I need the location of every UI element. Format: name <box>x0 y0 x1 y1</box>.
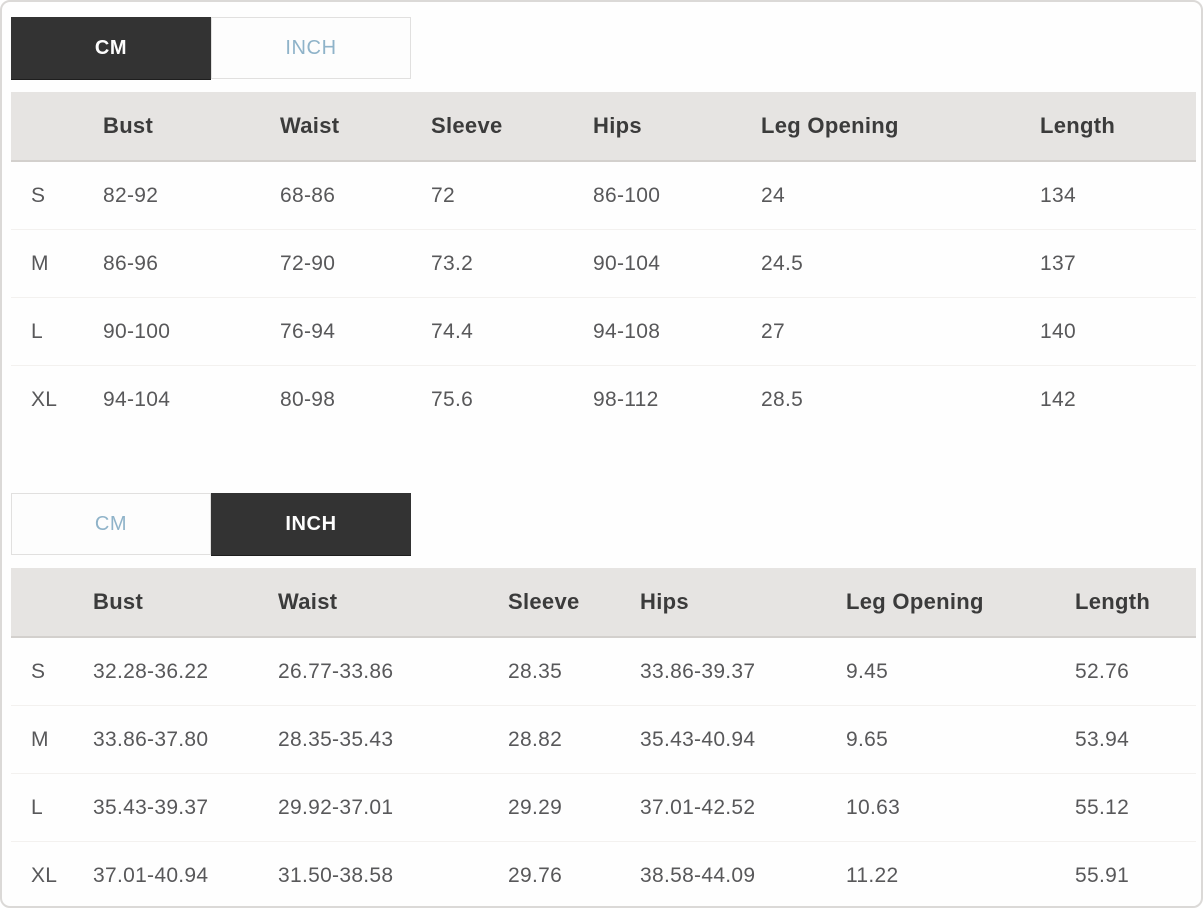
tab-cm[interactable]: CM <box>11 17 211 79</box>
size-label: L <box>11 773 93 842</box>
cell-bust: 35.43-39.37 <box>93 773 278 842</box>
cell-sleeve: 73.2 <box>431 229 593 298</box>
cell-length: 52.76 <box>1075 637 1196 706</box>
cell-sleeve: 75.6 <box>431 365 593 433</box>
table-row: M 33.86-37.80 28.35-35.43 28.82 35.43-40… <box>11 705 1196 774</box>
cell-waist: 76-94 <box>280 297 431 366</box>
cell-bust: 90-100 <box>103 297 280 366</box>
table-row: L 35.43-39.37 29.92-37.01 29.29 37.01-42… <box>11 773 1196 842</box>
column-header-sleeve: Sleeve <box>431 92 593 162</box>
cell-hips: 86-100 <box>593 161 761 230</box>
cell-length: 55.91 <box>1075 841 1196 906</box>
column-header-waist: Waist <box>278 568 508 638</box>
cell-hips: 37.01-42.52 <box>640 773 846 842</box>
column-header-leg-opening: Leg Opening <box>761 92 1040 162</box>
cell-hips: 90-104 <box>593 229 761 298</box>
tab-inch[interactable]: INCH <box>211 493 411 555</box>
cell-leg-opening: 24.5 <box>761 229 1040 298</box>
table-row: S 82-92 68-86 72 86-100 24 134 <box>11 161 1196 230</box>
cell-bust: 82-92 <box>103 161 280 230</box>
size-label: S <box>11 637 93 706</box>
cell-length: 142 <box>1040 365 1196 433</box>
column-header-bust: Bust <box>103 92 280 162</box>
size-label: XL <box>11 365 103 433</box>
column-header-leg-opening: Leg Opening <box>846 568 1075 638</box>
cell-sleeve: 29.29 <box>508 773 640 842</box>
cell-bust: 37.01-40.94 <box>93 841 278 906</box>
cell-length: 134 <box>1040 161 1196 230</box>
cell-length: 137 <box>1040 229 1196 298</box>
column-header-size <box>11 92 103 162</box>
table-row: XL 94-104 80-98 75.6 98-112 28.5 142 <box>11 365 1196 433</box>
cell-hips: 94-108 <box>593 297 761 366</box>
size-table-cm: Bust Waist Sleeve Hips Leg Opening Lengt… <box>11 92 1196 433</box>
size-label: L <box>11 297 103 366</box>
cell-hips: 33.86-39.37 <box>640 637 846 706</box>
cell-hips: 98-112 <box>593 365 761 433</box>
cell-length: 53.94 <box>1075 705 1196 774</box>
tab-cm[interactable]: CM <box>11 493 211 555</box>
cell-leg-opening: 11.22 <box>846 841 1075 906</box>
column-header-length: Length <box>1040 92 1196 162</box>
tab-inch[interactable]: INCH <box>211 17 411 79</box>
cell-leg-opening: 10.63 <box>846 773 1075 842</box>
size-table-inch: Bust Waist Sleeve Hips Leg Opening Lengt… <box>11 568 1196 906</box>
table-row: S 32.28-36.22 26.77-33.86 28.35 33.86-39… <box>11 637 1196 706</box>
cell-hips: 38.58-44.09 <box>640 841 846 906</box>
table-header-row: Bust Waist Sleeve Hips Leg Opening Lengt… <box>11 568 1196 638</box>
table-header-row: Bust Waist Sleeve Hips Leg Opening Lengt… <box>11 92 1196 162</box>
column-header-length: Length <box>1075 568 1196 638</box>
size-label: S <box>11 161 103 230</box>
size-chart-section-inch: CM INCH Bust Waist Sleeve Hips Leg Openi… <box>11 493 1196 906</box>
cell-waist: 68-86 <box>280 161 431 230</box>
cell-waist: 72-90 <box>280 229 431 298</box>
cell-bust: 33.86-37.80 <box>93 705 278 774</box>
size-label: XL <box>11 841 93 906</box>
column-header-size <box>11 568 93 638</box>
cell-leg-opening: 27 <box>761 297 1040 366</box>
column-header-waist: Waist <box>280 92 431 162</box>
cell-waist: 80-98 <box>280 365 431 433</box>
cell-bust: 86-96 <box>103 229 280 298</box>
size-label: M <box>11 705 93 774</box>
column-header-sleeve: Sleeve <box>508 568 640 638</box>
cell-length: 55.12 <box>1075 773 1196 842</box>
cell-leg-opening: 9.45 <box>846 637 1075 706</box>
size-chart-section-cm: CM INCH Bust Waist Sleeve Hips Leg Openi… <box>11 17 1196 433</box>
table-row: XL 37.01-40.94 31.50-38.58 29.76 38.58-4… <box>11 841 1196 906</box>
column-header-bust: Bust <box>93 568 278 638</box>
cell-sleeve: 28.82 <box>508 705 640 774</box>
cell-sleeve: 28.35 <box>508 637 640 706</box>
cell-waist: 31.50-38.58 <box>278 841 508 906</box>
cell-bust: 94-104 <box>103 365 280 433</box>
cell-hips: 35.43-40.94 <box>640 705 846 774</box>
cell-sleeve: 74.4 <box>431 297 593 366</box>
cell-bust: 32.28-36.22 <box>93 637 278 706</box>
table-row: L 90-100 76-94 74.4 94-108 27 140 <box>11 297 1196 366</box>
cell-leg-opening: 9.65 <box>846 705 1075 774</box>
unit-tabs-inch-section: CM INCH <box>11 493 411 555</box>
unit-tabs-cm-section: CM INCH <box>11 17 411 79</box>
cell-leg-opening: 28.5 <box>761 365 1040 433</box>
column-header-hips: Hips <box>640 568 846 638</box>
column-header-hips: Hips <box>593 92 761 162</box>
cell-sleeve: 29.76 <box>508 841 640 906</box>
cell-leg-opening: 24 <box>761 161 1040 230</box>
cell-length: 140 <box>1040 297 1196 366</box>
table-row: M 86-96 72-90 73.2 90-104 24.5 137 <box>11 229 1196 298</box>
cell-waist: 29.92-37.01 <box>278 773 508 842</box>
cell-sleeve: 72 <box>431 161 593 230</box>
size-label: M <box>11 229 103 298</box>
cell-waist: 28.35-35.43 <box>278 705 508 774</box>
cell-waist: 26.77-33.86 <box>278 637 508 706</box>
